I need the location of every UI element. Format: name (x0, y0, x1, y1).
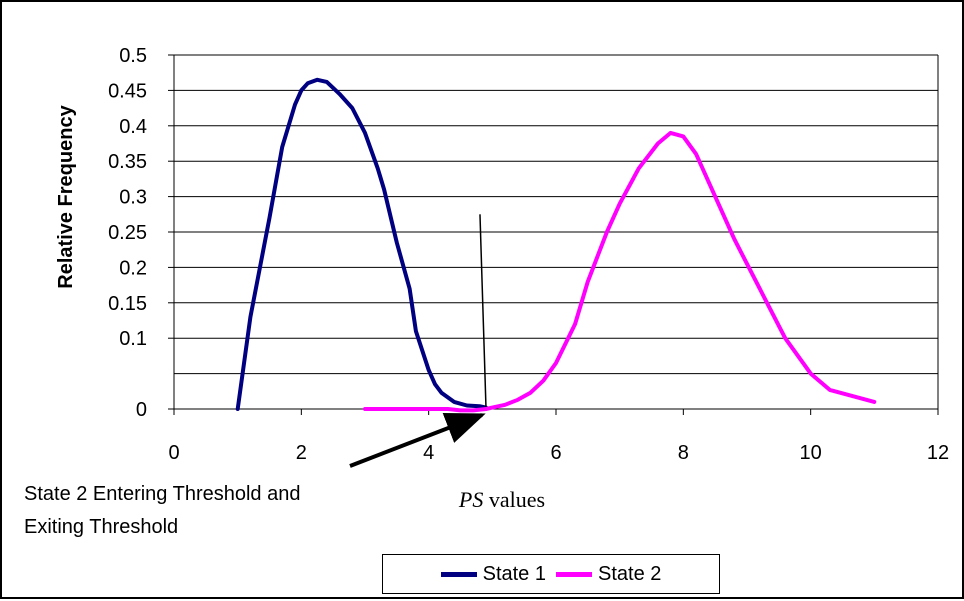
annotation-arrow (349, 413, 486, 468)
x-axis-label-rest: values (483, 487, 545, 512)
y-tick-label-0.2: 0.2 (119, 257, 147, 279)
y-tick-label-0.5: 0.5 (119, 45, 147, 67)
series-lines (235, 77, 877, 413)
x-tick-label-6: 6 (550, 442, 561, 464)
y-axis-label: Relative Frequency (55, 104, 77, 288)
legend-swatch-state-1 (440, 571, 477, 577)
y-tick-label-0.45: 0.45 (108, 80, 147, 102)
y-tick-label-0.25: 0.25 (108, 222, 147, 244)
annotation-line-1: State 2 Entering Threshold and (24, 483, 300, 505)
series-line-state-2 (363, 130, 877, 413)
legend-label-state-2: State 2 (598, 562, 662, 585)
y-tick-label-0.1: 0.1 (119, 328, 147, 350)
legend-swatch-state-2 (556, 571, 592, 577)
x-tick-label-12: 12 (927, 442, 949, 464)
threshold-marker-line (479, 214, 487, 408)
legend-label-state-1: State 1 (482, 562, 546, 585)
axes: 0 2 4 6 8 10 12 0 0.1 0.15 0.2 0.25 0.3 0.35 0.4 0.45 0.… (108, 45, 949, 464)
legend: State 1 State 2 (382, 554, 720, 594)
y-tick-label-0.15: 0.15 (108, 293, 147, 315)
x-tick-label-0: 0 (168, 442, 179, 464)
x-tick-label-4: 4 (423, 442, 434, 464)
x-tick-label-2: 2 (296, 442, 307, 464)
y-tick-label-0: 0 (136, 399, 147, 421)
annotation-line-2: Exiting Threshold (24, 516, 178, 538)
x-tick-label-8: 8 (678, 442, 689, 464)
y-tick-label-0.35: 0.35 (108, 151, 147, 173)
x-tick-label-10: 10 (800, 442, 822, 464)
y-tick-label-0.4: 0.4 (119, 116, 147, 138)
legend-item-state-2: State 2 (556, 563, 661, 586)
x-axis-label: PS values (458, 487, 545, 512)
annotation-layer (349, 214, 487, 468)
legend-item-state-1: State 1 (440, 562, 546, 586)
series-line-state-1 (235, 77, 488, 411)
x-axis-label-italic: PS (458, 487, 483, 512)
gridlines (174, 54, 938, 375)
y-tick-label-0.3: 0.3 (119, 187, 147, 209)
